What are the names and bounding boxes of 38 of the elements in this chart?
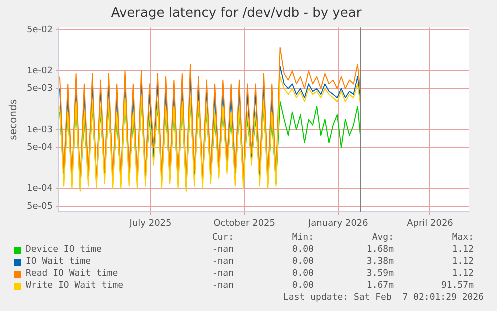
text: -nan [211, 244, 234, 256]
y-tick-label: 5e-05 [26, 202, 53, 212]
text: Min: [291, 232, 314, 244]
legend-label: Device IO time [26, 244, 102, 256]
text: 1.67m [366, 280, 394, 292]
text: -nan [211, 268, 234, 280]
text: 1.68m [366, 244, 394, 256]
legend-label: Write IO Wait time [26, 280, 124, 292]
text: 91.57m [440, 280, 474, 292]
y-tick-label: 5e-03 [26, 84, 53, 94]
chart-title: Average latency for /dev/vdb - by year [111, 6, 362, 22]
text: 0.00 [291, 244, 314, 256]
y-tick-label: 1e-02 [26, 66, 53, 76]
y-axis-title: seconds [8, 99, 20, 140]
x-tick-label: July 2025 [128, 218, 172, 229]
text: 3.59m [366, 268, 394, 280]
y-tick-label: 5e-02 [26, 25, 53, 36]
x-tick-label: January 2026 [307, 218, 369, 229]
text: Cur: [211, 232, 234, 244]
y-tick-label: 5e-04 [26, 143, 54, 154]
y-tick-label: 1e-04 [26, 184, 54, 194]
legend-label: Read IO Wait time [26, 268, 118, 280]
text: 1.12 [451, 256, 474, 268]
text: 0.00 [291, 256, 314, 268]
text: 0.00 [291, 280, 314, 292]
text: 3.38m [366, 256, 394, 268]
x-tick-label: October 2025 [214, 218, 276, 229]
text: -nan [211, 256, 234, 268]
text: 1.12 [451, 244, 474, 256]
text: Avg: [371, 232, 394, 244]
y-tick-label: 1e-03 [26, 125, 53, 136]
text: 0.00 [291, 268, 314, 280]
legend-label: IO Wait time [26, 256, 92, 268]
text: -nan [211, 280, 234, 292]
x-tick-label: April 2026 [407, 218, 454, 229]
text: Last update: Sat Feb 7 02:01:29 2026 [282, 292, 484, 304]
text: Max: [451, 232, 474, 244]
text: 1.12 [451, 268, 474, 280]
